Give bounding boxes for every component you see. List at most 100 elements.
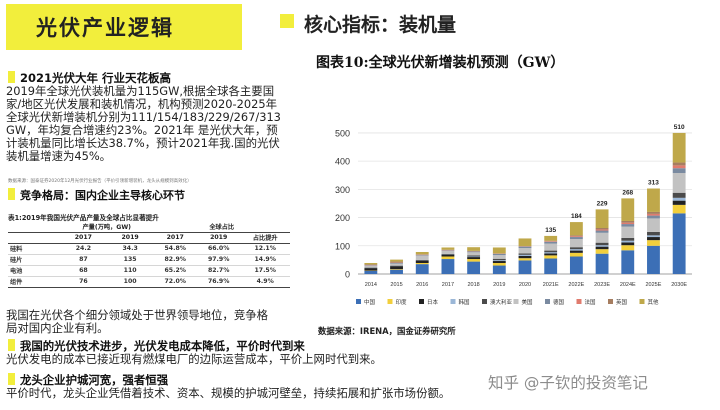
bar-segment (595, 232, 609, 243)
bar-segment (672, 162, 686, 166)
legend-label: 法国 (585, 298, 597, 306)
bar-total-label: 268 (622, 189, 633, 196)
y-tick-label: 300 (335, 185, 350, 195)
legend-swatch (513, 299, 519, 304)
bar-segment (544, 252, 558, 254)
legend-label: 日本 (427, 298, 439, 306)
column-header: 2019 (106, 232, 154, 244)
bar-segment (467, 252, 481, 256)
bar-segment (467, 251, 481, 253)
row-label: 硅片 (8, 254, 60, 266)
section-1-line: 家/地区光伏发展和装机情况，机构预测2020-2025年 (6, 97, 277, 111)
table-cell: 17.5% (240, 265, 290, 277)
section-4-line: 平价时代，龙头企业凭借着技术、资本、规模的护城河壁垒，持续拓展和扩张市场份额。 (6, 386, 451, 400)
table-cell: 76.9% (196, 276, 241, 288)
bar-segment (647, 211, 660, 214)
bar-segment (441, 254, 455, 257)
column-header: 2019 (196, 232, 241, 244)
bar-segment (518, 246, 532, 249)
bar-segment (595, 242, 609, 246)
bar-segment (544, 243, 558, 251)
bar-segment (492, 260, 506, 262)
table-corner (8, 232, 60, 244)
bar-segment (621, 240, 635, 243)
bar-segment (672, 197, 686, 201)
bar-segment (621, 237, 635, 241)
bar-segment (595, 249, 609, 254)
legend-label: 英国 (616, 298, 628, 306)
x-tick-label: 2021E (543, 282, 559, 288)
group-header: 产量(万吨，GW) (60, 221, 154, 233)
bar-segment (492, 253, 506, 256)
bar-segment (492, 247, 506, 254)
x-tick-label: 2023E (594, 282, 610, 288)
bar-total-label: 510 (674, 124, 685, 131)
bar-segment (415, 251, 429, 255)
header-marker (280, 14, 294, 28)
table-row: 硅料 24.2 34.3 54.8% 66.0% 12.1% (8, 243, 290, 255)
bar-segment (569, 249, 583, 251)
legend-label: 澳大利亚 (490, 298, 513, 306)
banner-title: 光伏产业逻辑 (36, 16, 174, 40)
bar-segment (441, 259, 455, 274)
table-row: 组件 76 100 72.0% 76.9% 4.9% (8, 276, 290, 288)
x-tick-label: 2017 (442, 282, 454, 288)
bar-segment (390, 259, 403, 262)
section-1-source-note: 数据来源：国泰证券2020年12月光伏行业报告（平价引领新增装机，龙头从规模到高… (8, 179, 192, 184)
bar-segment (621, 226, 635, 238)
table-cell: 34.3 (106, 243, 154, 255)
bar-segment (621, 250, 635, 274)
legend-label: 其他 (648, 298, 660, 306)
bar-segment (569, 256, 583, 274)
bar-segment (467, 261, 481, 274)
section-1-line: 全球光伏新增装机分别为111/154/183/229/267/313 (6, 110, 281, 124)
x-tick-label: 2019 (493, 282, 505, 288)
bar-segment (544, 241, 558, 244)
capacity-table: 产量(万吨，GW) 全球占比 2017 2019 2017 2019 占比提升 … (8, 221, 290, 288)
bar-segment (544, 235, 558, 241)
bar-segment (390, 262, 403, 264)
y-tick-label: 500 (335, 128, 350, 138)
bar-segment (441, 247, 455, 250)
bar-total-label: 135 (545, 227, 556, 234)
table-cell: 24.2 (60, 243, 107, 255)
bar-segment (467, 255, 481, 257)
x-tick-label: 2024E (620, 282, 636, 288)
section-marker (8, 71, 15, 83)
bar-segment (647, 235, 660, 238)
legend-swatch (608, 299, 613, 304)
bar-segment (569, 247, 583, 250)
bar-segment (672, 165, 686, 169)
table-cell: 100 (106, 276, 154, 288)
bar-segment (364, 270, 378, 274)
group-header: 全球占比 (153, 221, 290, 233)
bar-segment (569, 237, 583, 240)
bar-segment (569, 235, 583, 237)
core-indicator-title: 核心指标：装机量 (304, 14, 457, 36)
y-tick-label: 100 (335, 241, 350, 251)
x-tick-label: 2020 (519, 282, 531, 288)
table-cell: 65.2% (153, 265, 197, 277)
table-cell: 12.1% (240, 243, 290, 255)
bar-segment (672, 213, 686, 274)
bar-segment (518, 255, 532, 259)
bar-segment (492, 255, 506, 259)
table-cell: 110 (106, 265, 154, 277)
table-cell: 97.9% (196, 254, 241, 266)
bar-segment (518, 254, 532, 256)
bar-segment (569, 222, 583, 236)
column-header: 2017 (60, 232, 107, 244)
bar-segment (518, 258, 532, 261)
bar-segment (672, 168, 686, 173)
bar-segment (467, 256, 481, 258)
table-cell: 82.7% (196, 265, 241, 277)
table-corner (8, 221, 60, 233)
bar-segment (441, 256, 455, 260)
bar-segment (621, 220, 635, 223)
bar-segment (544, 241, 558, 242)
bar-segment (467, 259, 481, 262)
row-label: 组件 (8, 276, 60, 288)
table-row: 电池 68 110 65.2% 82.7% 17.5% (8, 265, 290, 277)
section-marker (8, 339, 15, 351)
bar-segment (647, 213, 660, 216)
